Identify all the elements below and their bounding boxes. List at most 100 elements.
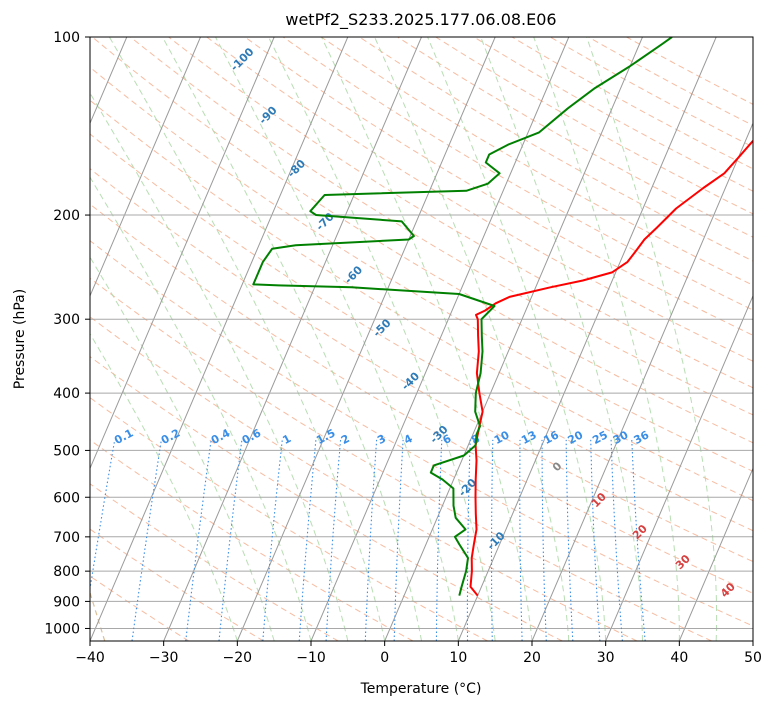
x-axis: −40 −30 −20 −10 0 10 20 30 40 50 — [75, 641, 762, 666]
y-axis-label: Pressure (hPa) — [12, 289, 28, 389]
series-line-temperature — [469, 139, 753, 597]
isotherm — [605, 294, 753, 641]
mixing-ratio-label: 10 — [492, 428, 512, 447]
mixing-ratio-line — [565, 439, 574, 641]
mixing-ratio-line — [325, 439, 342, 641]
mixing-ratio-line — [435, 439, 443, 641]
dry-adiabat-label: -90 — [256, 104, 279, 127]
dry-adiabat — [91, 37, 753, 444]
isotherm — [531, 121, 753, 641]
moist-adiabat — [427, 37, 607, 641]
mixing-ratio-line — [590, 439, 601, 641]
y-tick-label: 600 — [53, 490, 80, 506]
mixing-ratio-label: 20 — [566, 428, 586, 447]
y-tick-label: 1000 — [44, 621, 80, 637]
dry-adiabat — [90, 133, 753, 532]
dry-adiabat — [435, 37, 753, 215]
mixing-ratio-label: 25 — [590, 428, 610, 447]
isotherm — [384, 37, 643, 641]
mixing-ratio-line — [218, 439, 243, 641]
x-tick-label: −30 — [149, 650, 179, 666]
mixing-ratio-label: 3 — [375, 432, 388, 447]
y-tick-label: 900 — [53, 594, 80, 610]
dry-adiabat — [244, 37, 753, 336]
dry-adiabat — [90, 277, 712, 641]
mixing-ratio-line — [185, 439, 212, 641]
moist-adiabat-label: 40 — [718, 580, 738, 600]
moist-adiabat — [374, 37, 570, 641]
y-tick-label: 500 — [53, 443, 80, 459]
moist-adiabat — [108, 37, 386, 641]
x-tick-label: −10 — [296, 650, 326, 666]
dry-adiabat-label: -70 — [313, 210, 336, 233]
mixing-ratio-line — [262, 439, 283, 641]
x-axis-label: Temperature (°C) — [360, 681, 482, 697]
isotherm — [90, 37, 349, 641]
mixing-ratio-label: 4 — [402, 432, 415, 447]
mixing-ratio-label: 0.6 — [240, 426, 264, 447]
dry-adiabat — [90, 99, 753, 502]
moist-adiabat — [161, 37, 422, 641]
dry-adiabat — [168, 37, 753, 389]
isotherm — [90, 37, 275, 470]
isotherm — [236, 37, 496, 641]
y-tick-label: 700 — [53, 530, 80, 546]
dry-adiabat — [90, 203, 753, 594]
moist-adiabat — [215, 37, 459, 641]
mixing-ratio-label: 13 — [519, 428, 539, 447]
dry-adiabat — [90, 483, 339, 641]
moist-adiabat — [533, 37, 680, 641]
mixing-ratio-line — [466, 439, 471, 641]
dry-adiabat — [90, 397, 488, 641]
dry-adiabat — [90, 356, 563, 641]
mixing-ratio-label: 30 — [611, 428, 631, 447]
y-tick-label: 200 — [53, 208, 80, 224]
mixing-ratio-line — [631, 439, 646, 641]
dry-adiabat — [549, 37, 753, 148]
plot-frame — [89, 36, 754, 642]
series-line-dewpoint — [252, 37, 673, 596]
dry-adiabat — [90, 439, 414, 641]
moist-adiabat — [321, 37, 533, 641]
mixing-ratio-line — [541, 439, 547, 641]
moist-adiabat-label: 20 — [630, 522, 650, 542]
isotherm — [678, 467, 753, 641]
dry-adiabat — [90, 240, 753, 627]
x-tick-label: −20 — [223, 650, 253, 666]
isotherm — [310, 37, 570, 641]
mixing-ratio-line — [90, 439, 116, 593]
y-axis: 100 200 300 400 500 600 700 800 900 1000 — [44, 30, 90, 637]
chart-title: wetPf2_S233.2025.177.06.08.E06 — [285, 10, 556, 30]
y-tick-label: 100 — [53, 30, 80, 46]
moist-adiabat — [90, 332, 238, 641]
x-tick-label: 10 — [449, 650, 467, 666]
y-tick-label: 300 — [53, 312, 80, 328]
mixing-ratio-label: 1 — [281, 432, 294, 447]
mixing-ratio-label: 0.4 — [209, 426, 233, 447]
dry-adiabat — [130, 37, 753, 416]
x-tick-label: −40 — [75, 650, 105, 666]
mixing-ratio-label: 36 — [632, 428, 652, 447]
mixing-ratio-line — [610, 439, 623, 641]
dry-adiabat — [282, 37, 753, 311]
dry-adiabat — [90, 528, 264, 641]
moist-adiabat — [90, 92, 349, 641]
moist-adiabat — [268, 37, 496, 641]
dry-adiabat-label: -60 — [342, 263, 365, 286]
moist-adiabat — [90, 176, 312, 641]
y-tick-label: 400 — [53, 386, 80, 402]
isotherm — [90, 37, 201, 298]
mixing-ratio-line — [519, 439, 523, 641]
mixing-ratio-label: 16 — [541, 428, 561, 447]
series-group — [252, 37, 753, 597]
x-tick-label: 20 — [523, 650, 541, 666]
dry-adiabat — [359, 37, 753, 262]
mixing-ratio-line — [298, 439, 317, 641]
x-tick-label: 40 — [670, 650, 688, 666]
dry-adiabat — [511, 37, 753, 170]
isotherm — [163, 37, 422, 641]
dry-adiabat-label: -100 — [228, 45, 257, 74]
mixing-ratio-line — [490, 439, 494, 641]
grid — [90, 37, 753, 641]
